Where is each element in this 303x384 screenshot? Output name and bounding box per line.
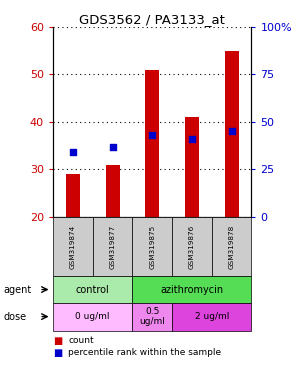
Text: GSM319874: GSM319874: [70, 225, 76, 269]
Text: azithromycin: azithromycin: [160, 285, 224, 295]
Text: 2 ug/ml: 2 ug/ml: [195, 312, 229, 321]
Text: agent: agent: [3, 285, 31, 295]
Point: [70, 149, 75, 156]
Point: [110, 144, 115, 150]
Text: ■: ■: [53, 336, 62, 346]
Text: dose: dose: [3, 311, 26, 322]
Text: GSM319878: GSM319878: [229, 225, 235, 269]
Text: GSM319876: GSM319876: [189, 225, 195, 269]
Text: GDS3562 / PA3133_at: GDS3562 / PA3133_at: [78, 13, 225, 26]
Point: [229, 128, 234, 134]
Text: count: count: [68, 336, 94, 344]
Point: [190, 136, 195, 142]
Text: ■: ■: [53, 348, 62, 358]
Text: control: control: [76, 285, 110, 295]
Bar: [66, 174, 80, 217]
Bar: [185, 117, 199, 217]
Bar: [225, 51, 238, 217]
Text: percentile rank within the sample: percentile rank within the sample: [68, 348, 221, 357]
Bar: [145, 70, 159, 217]
Bar: [106, 165, 119, 217]
Text: GSM319875: GSM319875: [149, 225, 155, 269]
Point: [150, 132, 155, 138]
Text: GSM319877: GSM319877: [110, 225, 115, 269]
Text: 0 ug/ml: 0 ug/ml: [75, 312, 110, 321]
Text: 0.5
ug/ml: 0.5 ug/ml: [139, 307, 165, 326]
